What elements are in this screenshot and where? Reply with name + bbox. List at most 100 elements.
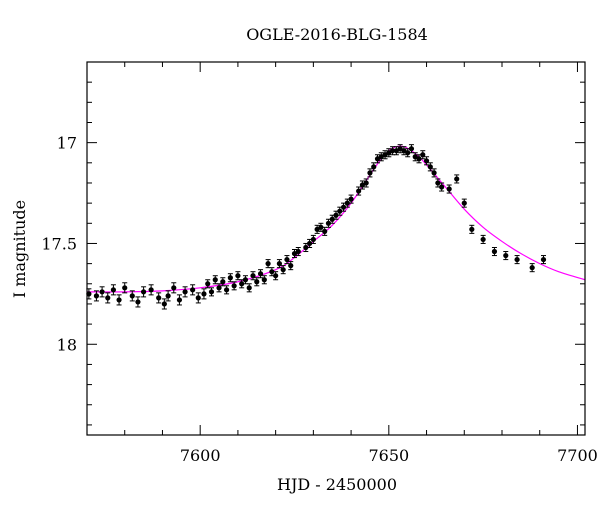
point-marker <box>105 295 111 301</box>
data-point <box>408 144 415 154</box>
point-marker <box>340 204 347 210</box>
point-marker <box>280 267 286 273</box>
data-point <box>273 271 279 281</box>
data-point <box>254 277 260 287</box>
data-point <box>303 242 309 253</box>
axes: 7600 7650 7700 17 17.5 18 <box>41 61 598 465</box>
y-axis-label: I magnitude <box>10 200 29 298</box>
data-point <box>461 198 467 208</box>
data-points-group <box>86 144 547 310</box>
point-marker <box>135 299 141 305</box>
point-marker <box>325 220 332 226</box>
data-point <box>397 144 403 154</box>
point-marker <box>329 216 335 222</box>
data-point <box>318 222 324 232</box>
point-marker <box>503 252 509 259</box>
data-point <box>129 290 135 302</box>
data-point <box>250 271 256 281</box>
point-marker <box>310 236 316 243</box>
point-marker <box>195 295 201 301</box>
point-marker <box>348 196 354 202</box>
data-point <box>220 277 226 287</box>
point-marker <box>176 297 183 303</box>
data-point <box>446 184 452 194</box>
point-marker <box>140 289 147 295</box>
point-marker <box>223 287 230 293</box>
point-marker <box>171 285 177 291</box>
data-point <box>367 168 373 178</box>
point-marker <box>165 293 171 299</box>
point-marker <box>295 248 301 255</box>
x-tick-label: 7650 <box>368 446 409 465</box>
point-marker <box>257 271 264 277</box>
data-point <box>363 178 369 188</box>
point-marker <box>431 170 437 176</box>
data-point <box>212 275 218 285</box>
data-point <box>280 265 286 275</box>
data-point <box>454 174 460 184</box>
data-point <box>182 286 188 298</box>
data-point <box>469 224 475 234</box>
point-marker <box>363 180 369 186</box>
data-point <box>116 294 122 306</box>
point-marker <box>408 146 415 152</box>
point-marker <box>182 289 188 295</box>
data-point <box>269 267 275 277</box>
point-marker <box>318 224 324 230</box>
chart-title: OGLE-2016-BLG-1584 <box>246 25 428 44</box>
point-marker <box>480 236 486 243</box>
point-marker <box>420 152 426 158</box>
data-point <box>242 275 249 285</box>
point-marker <box>371 164 377 170</box>
data-point <box>171 282 177 294</box>
data-point <box>423 156 430 166</box>
data-point <box>122 282 128 294</box>
data-point <box>216 283 222 293</box>
data-point <box>435 178 441 188</box>
point-marker <box>250 273 256 279</box>
data-point <box>325 218 332 228</box>
point-marker <box>231 283 237 289</box>
data-point <box>439 182 445 192</box>
data-point <box>348 194 354 204</box>
point-marker <box>216 285 222 291</box>
point-marker <box>540 256 547 263</box>
point-marker <box>99 289 105 295</box>
point-marker <box>454 176 460 182</box>
point-marker <box>389 148 396 154</box>
point-marker <box>303 244 309 251</box>
data-point <box>412 152 418 162</box>
point-marker <box>129 293 135 299</box>
point-marker <box>269 269 275 275</box>
x-axis-label: HJD - 2450000 <box>277 475 397 494</box>
point-marker <box>205 281 211 287</box>
data-point <box>99 286 105 298</box>
point-marker <box>220 279 226 285</box>
data-point <box>235 271 241 281</box>
point-marker <box>435 180 441 186</box>
data-point <box>427 162 433 172</box>
data-point <box>156 292 162 304</box>
data-point <box>176 294 183 306</box>
point-marker <box>93 293 100 299</box>
data-point <box>190 284 196 296</box>
data-point <box>295 246 301 257</box>
data-point <box>284 255 290 265</box>
point-marker <box>261 277 267 283</box>
point-marker <box>405 150 411 156</box>
data-point <box>420 150 426 160</box>
y-tick-label: 17.5 <box>41 234 77 253</box>
data-point <box>374 154 381 164</box>
y-tick-label: 17 <box>57 134 77 153</box>
y-tick-label: 18 <box>57 335 77 354</box>
point-marker <box>235 273 241 279</box>
data-point <box>110 284 117 296</box>
data-point <box>265 259 271 269</box>
data-point <box>514 255 520 265</box>
point-marker <box>514 256 520 263</box>
point-marker <box>288 263 294 269</box>
data-point <box>161 298 167 310</box>
point-marker <box>416 156 422 162</box>
point-marker <box>344 200 350 206</box>
